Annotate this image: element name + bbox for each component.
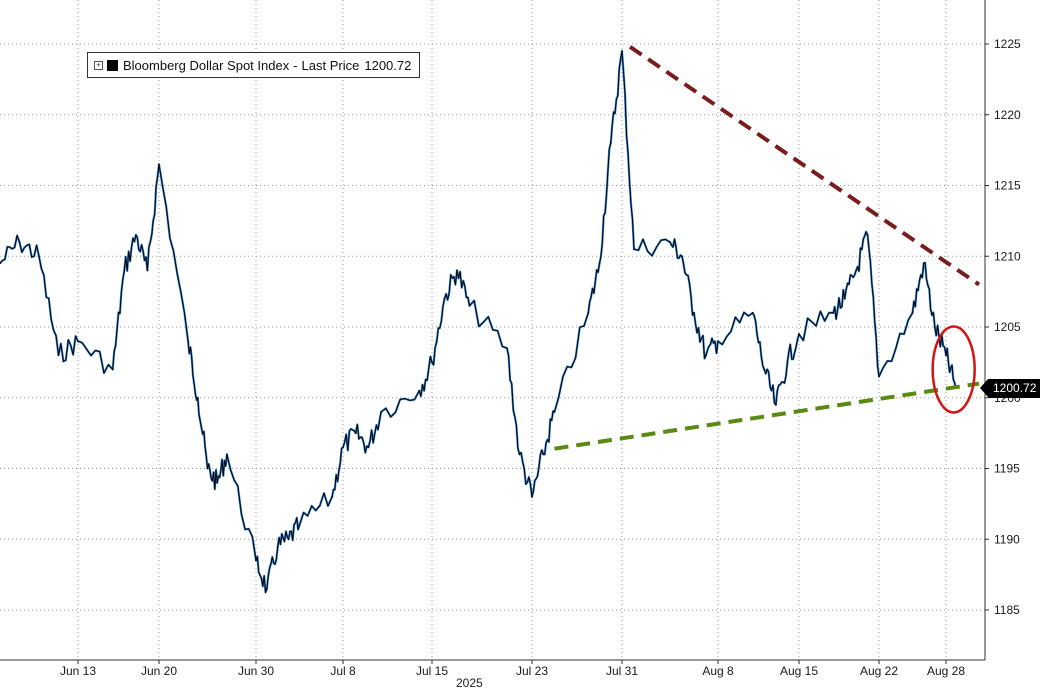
price-point	[226, 453, 228, 456]
x-tick-label: Aug 22	[860, 664, 898, 678]
price-point	[518, 453, 521, 456]
price-point	[146, 269, 149, 272]
price-point	[609, 142, 612, 144]
price-point	[717, 340, 719, 342]
price-point	[418, 389, 421, 392]
year-label: 2025	[456, 676, 483, 690]
highlight-ellipse	[931, 325, 976, 414]
price-point	[922, 262, 925, 265]
support-trendline	[554, 381, 980, 451]
price-point	[18, 241, 21, 243]
x-tick-label: Jun 13	[60, 664, 96, 678]
price-point	[878, 375, 880, 378]
y-tick-label: 1225	[994, 37, 1021, 51]
price-point	[775, 404, 777, 406]
price-point	[911, 312, 914, 314]
price-point	[331, 496, 333, 498]
y-tick-label: 1185	[994, 603, 1020, 617]
price-point	[843, 297, 846, 300]
price-point	[832, 312, 835, 314]
price-point	[633, 248, 635, 250]
price-point	[276, 545, 279, 548]
chart-legend: + Bloomberg Dollar Spot Index - Last Pri…	[87, 52, 421, 78]
x-tick-label: Jul 15	[416, 664, 448, 678]
price-point	[354, 432, 357, 434]
price-point	[443, 297, 446, 300]
last-price-badge: 1200.72	[979, 379, 1041, 398]
price-point	[123, 269, 126, 272]
x-tick-label: Aug 8	[702, 664, 734, 678]
price-point	[287, 538, 290, 541]
annotations	[554, 45, 981, 451]
x-tick-label: Aug 28	[927, 664, 965, 678]
price-point	[206, 467, 209, 470]
price-point	[298, 524, 301, 526]
price-point	[38, 255, 40, 258]
y-tick-label: 1220	[994, 108, 1021, 122]
price-point	[855, 269, 857, 272]
y-tick-label: 1190	[994, 532, 1020, 546]
price-point	[705, 354, 707, 357]
y-tick-label: 1205	[994, 320, 1021, 334]
price-point	[266, 587, 268, 590]
price-point	[187, 340, 189, 342]
price-point	[798, 333, 800, 335]
price-point	[598, 262, 601, 265]
price-line	[0, 50, 957, 593]
x-tick-label: Jul 23	[516, 664, 548, 678]
x-tick-label: Jun 20	[141, 664, 177, 678]
price-point	[456, 269, 458, 272]
price-point	[531, 496, 533, 498]
price-point	[367, 446, 370, 449]
price-point	[934, 326, 936, 328]
price-point	[587, 312, 590, 314]
price-point	[158, 163, 160, 166]
price-point	[0, 262, 1, 265]
price-point	[866, 234, 869, 236]
y-tick-label: 1215	[994, 179, 1021, 193]
x-tick-label: Jul 31	[606, 664, 638, 678]
price-point	[216, 481, 218, 484]
price-point	[431, 361, 433, 364]
price-series	[0, 50, 957, 594]
price-point	[255, 559, 257, 562]
price-point	[57, 354, 60, 357]
price-point	[468, 304, 471, 307]
x-tick-label: Jun 30	[238, 664, 274, 678]
price-point	[380, 411, 382, 413]
price-point	[553, 411, 556, 413]
price-point	[751, 312, 754, 314]
price-point	[77, 340, 79, 342]
price-point	[669, 241, 671, 243]
price-point	[506, 347, 508, 350]
price-point	[693, 312, 695, 314]
price-point	[111, 368, 114, 371]
legend-value: 1200.72	[364, 57, 412, 73]
legend-swatch	[107, 59, 118, 71]
price-point	[342, 446, 344, 449]
legend-separator: -	[293, 57, 298, 73]
x-tick-label: Aug 15	[780, 664, 818, 678]
legend-metric: Last Price	[301, 57, 360, 73]
y-tick-label: 1210	[994, 249, 1021, 263]
legend-expand-icon[interactable]: +	[94, 60, 103, 70]
price-point	[786, 361, 789, 364]
price-point	[621, 50, 623, 52]
x-tick-label: Jul 8	[330, 664, 356, 678]
price-point	[681, 255, 683, 258]
price-point	[945, 354, 947, 357]
legend-series-name: Bloomberg Dollar Spot Index	[123, 57, 290, 73]
price-point	[763, 368, 766, 371]
resistance-trendline	[628, 45, 981, 287]
price-point	[135, 234, 137, 236]
price-point	[542, 453, 545, 456]
y-tick-label: 1195	[994, 462, 1020, 476]
price-point	[197, 396, 199, 399]
axes: 118511901195120012051210121512201225Jun …	[0, 0, 1021, 678]
